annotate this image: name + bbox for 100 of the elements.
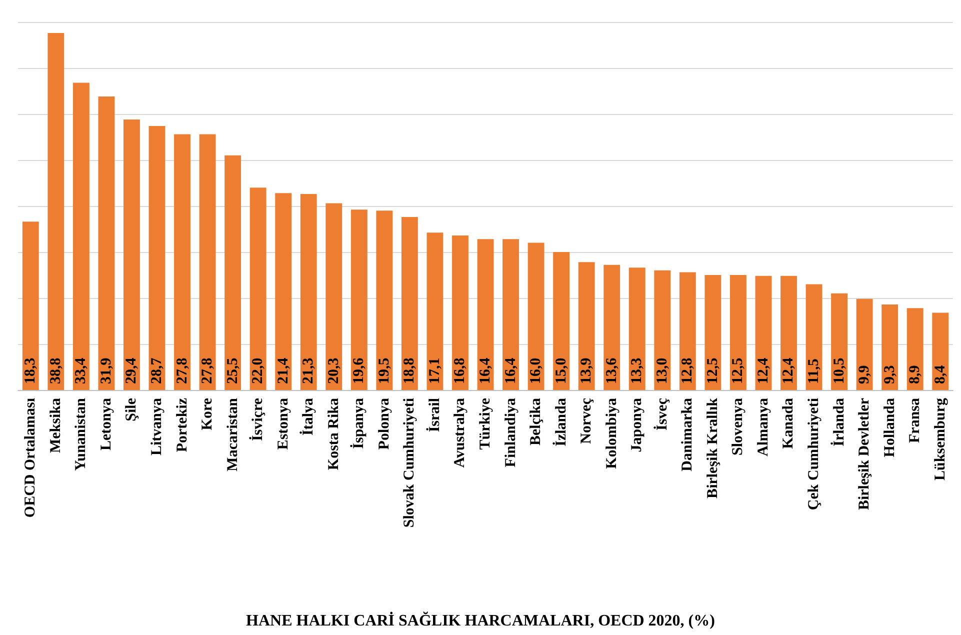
data-label: 12,5 bbox=[704, 358, 721, 384]
x-tick-label: Fransa bbox=[907, 398, 924, 443]
data-label: 9,9 bbox=[856, 365, 873, 384]
x-tick-label: Birleşik Krallık bbox=[704, 397, 721, 498]
bar bbox=[831, 293, 848, 390]
x-tick-label: Macaristan bbox=[224, 397, 241, 472]
x-tick-label: İsviçre bbox=[249, 398, 266, 442]
bar bbox=[628, 268, 646, 390]
x-tick-label: Almanya bbox=[755, 398, 772, 456]
data-label: 12,8 bbox=[680, 358, 696, 384]
data-label: 13,9 bbox=[578, 358, 595, 384]
data-label: 21,3 bbox=[300, 358, 317, 384]
x-tick-label: Meksika bbox=[48, 398, 64, 454]
x-tick-label: Litvanya bbox=[148, 398, 165, 456]
data-label: 27,8 bbox=[200, 358, 216, 384]
bar bbox=[502, 239, 519, 390]
data-label: 25,5 bbox=[224, 358, 241, 384]
data-label: 29,4 bbox=[124, 357, 140, 384]
bar bbox=[704, 275, 722, 390]
x-tick-label: Kosta Rika bbox=[326, 398, 342, 470]
x-tick-label: Kolombiya bbox=[604, 398, 620, 469]
data-label: 38,8 bbox=[48, 358, 64, 384]
data-label: 22,0 bbox=[250, 358, 266, 384]
bar bbox=[906, 308, 924, 390]
x-tick-label: Avustralya bbox=[452, 398, 468, 468]
bar bbox=[300, 194, 317, 390]
x-tick-label: Çek Cumhuriyeti bbox=[806, 398, 822, 510]
bar bbox=[528, 242, 544, 390]
data-label: 28,7 bbox=[148, 357, 165, 384]
x-tick-label: Hollanda bbox=[882, 398, 898, 458]
x-tick-label: Portekiz bbox=[174, 398, 190, 452]
x-tick-label: İsveç bbox=[653, 398, 670, 430]
x-tick-label: Danimarka bbox=[680, 398, 696, 472]
x-tick-label: Estonya bbox=[275, 398, 292, 450]
x-tick-label: İsrail bbox=[426, 398, 443, 432]
x-tick-label: İtalya bbox=[300, 398, 317, 436]
data-label: 13,6 bbox=[604, 357, 620, 384]
data-label: 12,4 bbox=[780, 357, 797, 384]
data-label: 21,4 bbox=[275, 357, 292, 384]
data-label: 18,8 bbox=[402, 358, 418, 384]
data-label: 13,0 bbox=[654, 358, 670, 384]
x-tick-label: Finlandiya bbox=[502, 398, 519, 468]
bar bbox=[72, 82, 90, 390]
bar bbox=[376, 210, 393, 390]
x-tick-label: Kore bbox=[200, 398, 216, 430]
bar bbox=[730, 275, 746, 390]
bar bbox=[275, 193, 292, 390]
data-label: 19,5 bbox=[376, 358, 392, 384]
data-label: 12,5 bbox=[730, 358, 746, 384]
data-label: 16,8 bbox=[452, 358, 468, 384]
data-label: 17,1 bbox=[426, 358, 443, 384]
data-label: 19,6 bbox=[351, 357, 368, 384]
x-tick-label: Lüksemburg bbox=[932, 398, 948, 481]
x-tick-label: İrlanda bbox=[830, 398, 848, 446]
data-label: 27,8 bbox=[174, 358, 190, 384]
bar bbox=[932, 312, 949, 390]
bar bbox=[755, 276, 772, 390]
bar bbox=[350, 210, 368, 390]
x-tick-label: Birleşik Devletler bbox=[856, 398, 873, 510]
data-label: 13,3 bbox=[629, 358, 646, 384]
bar bbox=[124, 120, 140, 390]
data-label: 9,3 bbox=[882, 365, 898, 384]
data-label: 8,4 bbox=[932, 364, 948, 384]
x-tick-label: İspanya bbox=[350, 398, 368, 449]
x-tick-label: Yunanistan bbox=[73, 397, 90, 471]
bar bbox=[22, 222, 39, 390]
bar bbox=[401, 217, 418, 390]
bar bbox=[426, 232, 444, 390]
text: HANE HALKI CARİ SAĞLIK HARCAMALARI, OECD 2020, (%) bbox=[246, 612, 715, 630]
bar bbox=[856, 298, 873, 390]
x-tick-label: Letonya bbox=[98, 398, 114, 450]
x-tick-label: Slovenya bbox=[730, 398, 746, 456]
data-label: 31,9 bbox=[98, 358, 114, 384]
bar bbox=[326, 203, 342, 390]
bar bbox=[48, 33, 64, 390]
bar bbox=[578, 262, 595, 390]
x-tick-label: Kanada bbox=[780, 398, 797, 449]
data-label: 16,4 bbox=[478, 357, 494, 384]
bar bbox=[679, 272, 696, 390]
bar bbox=[654, 270, 671, 390]
bar bbox=[780, 276, 797, 390]
data-label: 16,4 bbox=[502, 357, 519, 384]
bar bbox=[199, 134, 216, 390]
x-tick-label: Slovak Cumhuriyeti bbox=[402, 398, 418, 528]
data-label: 20,3 bbox=[326, 358, 342, 384]
bar bbox=[224, 155, 242, 390]
bar bbox=[148, 126, 166, 390]
x-tick-label: Şile bbox=[124, 398, 140, 422]
data-label: 15,0 bbox=[553, 358, 570, 384]
x-tick-label: Norveç bbox=[578, 398, 595, 444]
data-label: 18,3 bbox=[22, 358, 39, 384]
data-label: 11,5 bbox=[806, 358, 822, 384]
data-label: 10,5 bbox=[831, 358, 848, 384]
x-tick-label: Belçika bbox=[528, 398, 544, 446]
x-tick-label: İzlanda bbox=[552, 398, 570, 446]
data-label: 33,4 bbox=[73, 357, 90, 384]
x-tick-label: Polonya bbox=[376, 398, 392, 450]
bar bbox=[806, 284, 822, 390]
bar bbox=[882, 304, 898, 390]
data-label: 12,4 bbox=[755, 357, 772, 384]
